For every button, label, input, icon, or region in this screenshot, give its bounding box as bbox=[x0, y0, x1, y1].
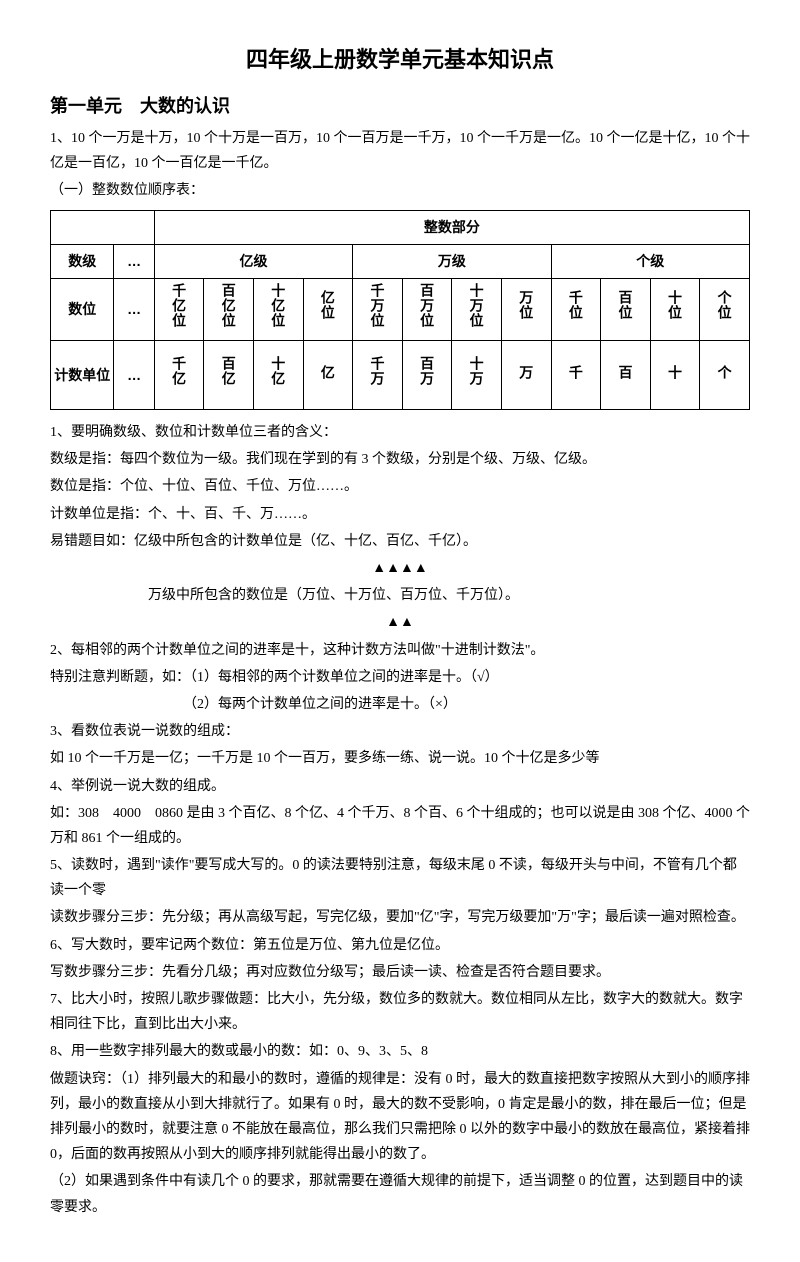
body-text: 做题诀窍：（1）排列最大的和最小的数时，遵循的规律是：没有 0 时，最大的数直接… bbox=[50, 1067, 750, 1168]
unit-cell: 亿 bbox=[303, 341, 353, 410]
unit-cell: 十亿 bbox=[253, 341, 303, 410]
position-cell: 万位 bbox=[501, 278, 551, 340]
body-text: 6、写大数时，要牢记两个数位：第五位是万位、第九位是亿位。 bbox=[50, 933, 750, 958]
unit-cell: 千万 bbox=[353, 341, 403, 410]
place-value-table: 整数部分 数级 … 亿级 万级 个级 数位 … 千亿位 百亿位 十亿位 亿位 千… bbox=[50, 210, 750, 411]
body-text: 数级是指：每四个数位为一级。我们现在学到的有 3 个数级，分别是个级、万级、亿级… bbox=[50, 447, 750, 472]
unit-cell: 十万 bbox=[452, 341, 502, 410]
position-cell: 个位 bbox=[700, 278, 750, 340]
position-cell: 千亿位 bbox=[154, 278, 204, 340]
body-text: 如：308 4000 0860 是由 3 个百亿、8 个亿、4 个千万、8 个百… bbox=[50, 801, 750, 851]
page-title: 四年级上册数学单元基本知识点 bbox=[50, 40, 750, 80]
level-cell: 个级 bbox=[551, 244, 749, 278]
unit-cell: 百 bbox=[601, 341, 651, 410]
section-title: 第一单元 大数的认识 bbox=[50, 90, 750, 122]
intro-text: 1、10 个一万是十万，10 个十万是一百万，10 个一百万是一千万，10 个一… bbox=[50, 126, 750, 176]
table-header: 整数部分 bbox=[154, 210, 749, 244]
row-label: 数级 bbox=[51, 244, 114, 278]
unit-cell: 百万 bbox=[402, 341, 452, 410]
body-text: 计数单位是指：个、十、百、千、万……。 bbox=[50, 502, 750, 527]
unit-cell: 百亿 bbox=[204, 341, 254, 410]
body-text: 5、读数时，遇到"读作"要写成大写的。0 的读法要特别注意，每级末尾 0 不读，… bbox=[50, 853, 750, 903]
ellipsis: … bbox=[114, 278, 154, 340]
unit-cell: 千 bbox=[551, 341, 601, 410]
body-text: 8、用一些数字排列最大的数或最小的数：如：0、9、3、5、8 bbox=[50, 1039, 750, 1064]
body-text: 2、每相邻的两个计数单位之间的进率是十，这种计数方法叫做"十进制计数法"。 bbox=[50, 638, 750, 663]
ellipsis: … bbox=[114, 244, 154, 278]
level-cell: 万级 bbox=[353, 244, 551, 278]
unit-cell: 万 bbox=[501, 341, 551, 410]
marker: ▲▲▲▲ bbox=[50, 556, 750, 581]
body-text: 易错题目如：亿级中所包含的计数单位是（亿、十亿、百亿、千亿）。 bbox=[50, 529, 750, 554]
subheading: （一）整数数位顺序表： bbox=[50, 178, 750, 203]
body-text: 如 10 个一千万是一亿；一千万是 10 个一百万，要多练一练、说一说。10 个… bbox=[50, 746, 750, 771]
level-cell: 亿级 bbox=[154, 244, 352, 278]
body-text: 4、举例说一说大数的组成。 bbox=[50, 774, 750, 799]
row-label: 数位 bbox=[51, 278, 114, 340]
body-text: 数位是指：个位、十位、百位、千位、万位……。 bbox=[50, 474, 750, 499]
position-cell: 千位 bbox=[551, 278, 601, 340]
body-text: 读数步骤分三步：先分级；再从高级写起，写完亿级，要加"亿"字，写完万级要加"万"… bbox=[50, 905, 750, 930]
position-cell: 十位 bbox=[650, 278, 700, 340]
position-cell: 百位 bbox=[601, 278, 651, 340]
ellipsis: … bbox=[114, 341, 154, 410]
unit-cell: 个 bbox=[700, 341, 750, 410]
position-cell: 百亿位 bbox=[204, 278, 254, 340]
unit-cell: 十 bbox=[650, 341, 700, 410]
body-text: 1、要明确数级、数位和计数单位三者的含义： bbox=[50, 420, 750, 445]
position-cell: 百万位 bbox=[402, 278, 452, 340]
body-text: 7、比大小时，按照儿歌步骤做题：比大小，先分级，数位多的数就大。数位相同从左比，… bbox=[50, 987, 750, 1037]
marker: ▲▲ bbox=[50, 610, 750, 635]
body-text: 万级中所包含的数位是（万位、十万位、百万位、千万位）。 bbox=[50, 583, 750, 608]
body-text: （2）如果遇到条件中有读几个 0 的要求，那就需要在遵循大规律的前提下，适当调整… bbox=[50, 1169, 750, 1219]
body-text: 写数步骤分三步：先看分几级；再对应数位分级写；最后读一读、检查是否符合题目要求。 bbox=[50, 960, 750, 985]
position-cell: 十万位 bbox=[452, 278, 502, 340]
body-text: （2）每两个计数单位之间的进率是十。（×） bbox=[50, 692, 750, 717]
position-cell: 千万位 bbox=[353, 278, 403, 340]
row-label: 计数单位 bbox=[51, 341, 114, 410]
unit-cell: 千亿 bbox=[154, 341, 204, 410]
position-cell: 十亿位 bbox=[253, 278, 303, 340]
body-text: 3、看数位表说一说数的组成： bbox=[50, 719, 750, 744]
position-cell: 亿位 bbox=[303, 278, 353, 340]
body-text: 特别注意判断题，如：（1）每相邻的两个计数单位之间的进率是十。（√） bbox=[50, 665, 750, 690]
